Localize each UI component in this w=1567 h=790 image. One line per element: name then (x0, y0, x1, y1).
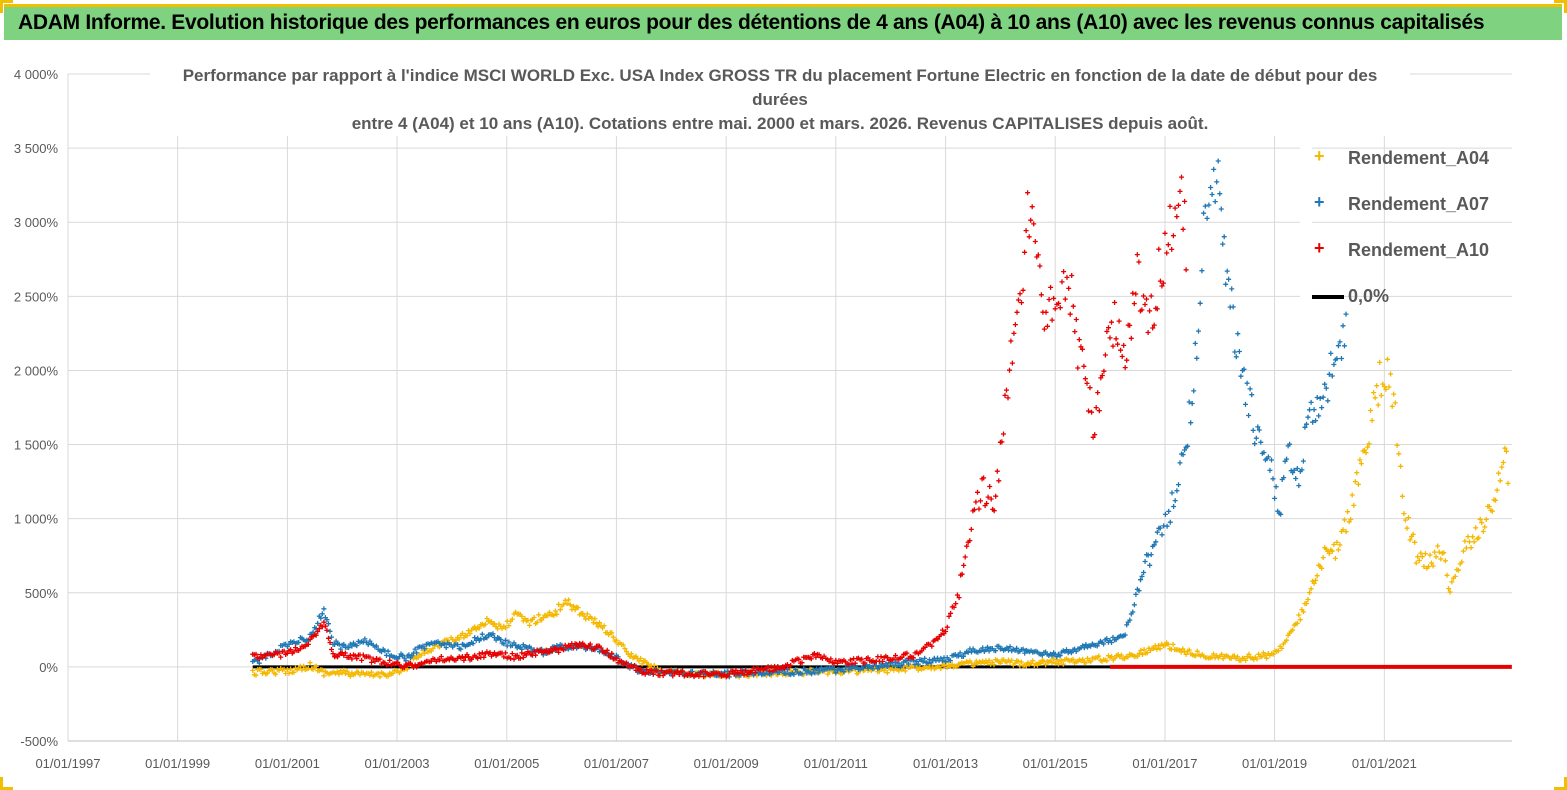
y-tick-label: 2 500% (14, 289, 59, 304)
x-tick-label: 01/01/1997 (35, 756, 100, 771)
legend: + Rendement_A04 + Rendement_A07 + Rendem… (1300, 142, 1489, 330)
y-tick-label: 3 000% (14, 215, 59, 230)
x-tick-label: 01/01/2021 (1352, 756, 1417, 771)
line-marker-icon (1312, 295, 1344, 299)
chart-title-line-1: Performance par rapport à l'indice MSCI … (182, 66, 1378, 109)
x-tick-label: 01/01/2011 (804, 756, 868, 771)
legend-label-a10: Rendement_A10 (1348, 240, 1490, 260)
legend-label-a07: Rendement_A07 (1348, 194, 1490, 214)
series-markers (250, 158, 1349, 680)
series-Rendement_A10 (250, 174, 1189, 680)
y-tick-label: 1 500% (14, 438, 59, 453)
y-tick-label: 500% (25, 586, 59, 601)
x-tick-label: 01/01/2009 (694, 756, 759, 771)
x-tick-label: 01/01/2007 (584, 756, 649, 771)
frame-corner (0, 777, 13, 790)
x-tick-label: 01/01/2017 (1132, 756, 1197, 771)
y-tick-label: 2 000% (14, 363, 59, 378)
x-tick-label: 01/01/2013 (913, 756, 978, 771)
y-tick-label: 3 500% (14, 141, 59, 156)
x-tick-label: 01/01/2001 (255, 756, 320, 771)
legend-label-a04: Rendement_A04 (1348, 148, 1490, 168)
series-markers (250, 174, 1189, 680)
report-title: ADAM Informe. Evolution historique des p… (18, 11, 1485, 34)
plot-area (250, 158, 1511, 680)
x-tick-label: 01/01/2003 (364, 756, 429, 771)
legend-label-zero: 0,0% (1348, 286, 1390, 306)
x-tick-label: 01/01/1999 (145, 756, 210, 771)
y-tick-label: 1 000% (14, 512, 59, 527)
frame-corner (1554, 0, 1567, 13)
plus-marker-icon: + (1314, 192, 1325, 212)
grid (67, 73, 1512, 742)
x-tick-label: 01/01/2015 (1023, 756, 1088, 771)
y-tick-label: -500% (20, 734, 58, 749)
axes: 4 000% 3 500% 3 000% 2 500% 2 000% 1 500% 1 00… (14, 67, 1512, 771)
x-tick-label: 01/01/2005 (474, 756, 539, 771)
frame-corner (0, 0, 13, 13)
plus-marker-icon: + (1314, 146, 1325, 166)
chart-title: Performance par rapport à l'indice MSCI … (150, 64, 1410, 136)
performance-chart: 4 000% 3 500% 3 000% 2 500% 2 000% 1 500% 1 00… (14, 67, 1512, 771)
chart-title-line-2: entre 4 (A04) et 10 ans (A10). Cotations… (351, 114, 1209, 133)
frame-corner (1554, 777, 1567, 790)
plus-marker-icon: + (1314, 238, 1325, 258)
report-banner: ADAM Informe. Evolution historique des p… (4, 4, 1562, 40)
y-tick-label: 0% (39, 660, 58, 675)
y-tick-label: 4 000% (14, 67, 59, 82)
series-Rendement_A07 (250, 158, 1349, 680)
x-tick-label: 01/01/2019 (1242, 756, 1307, 771)
